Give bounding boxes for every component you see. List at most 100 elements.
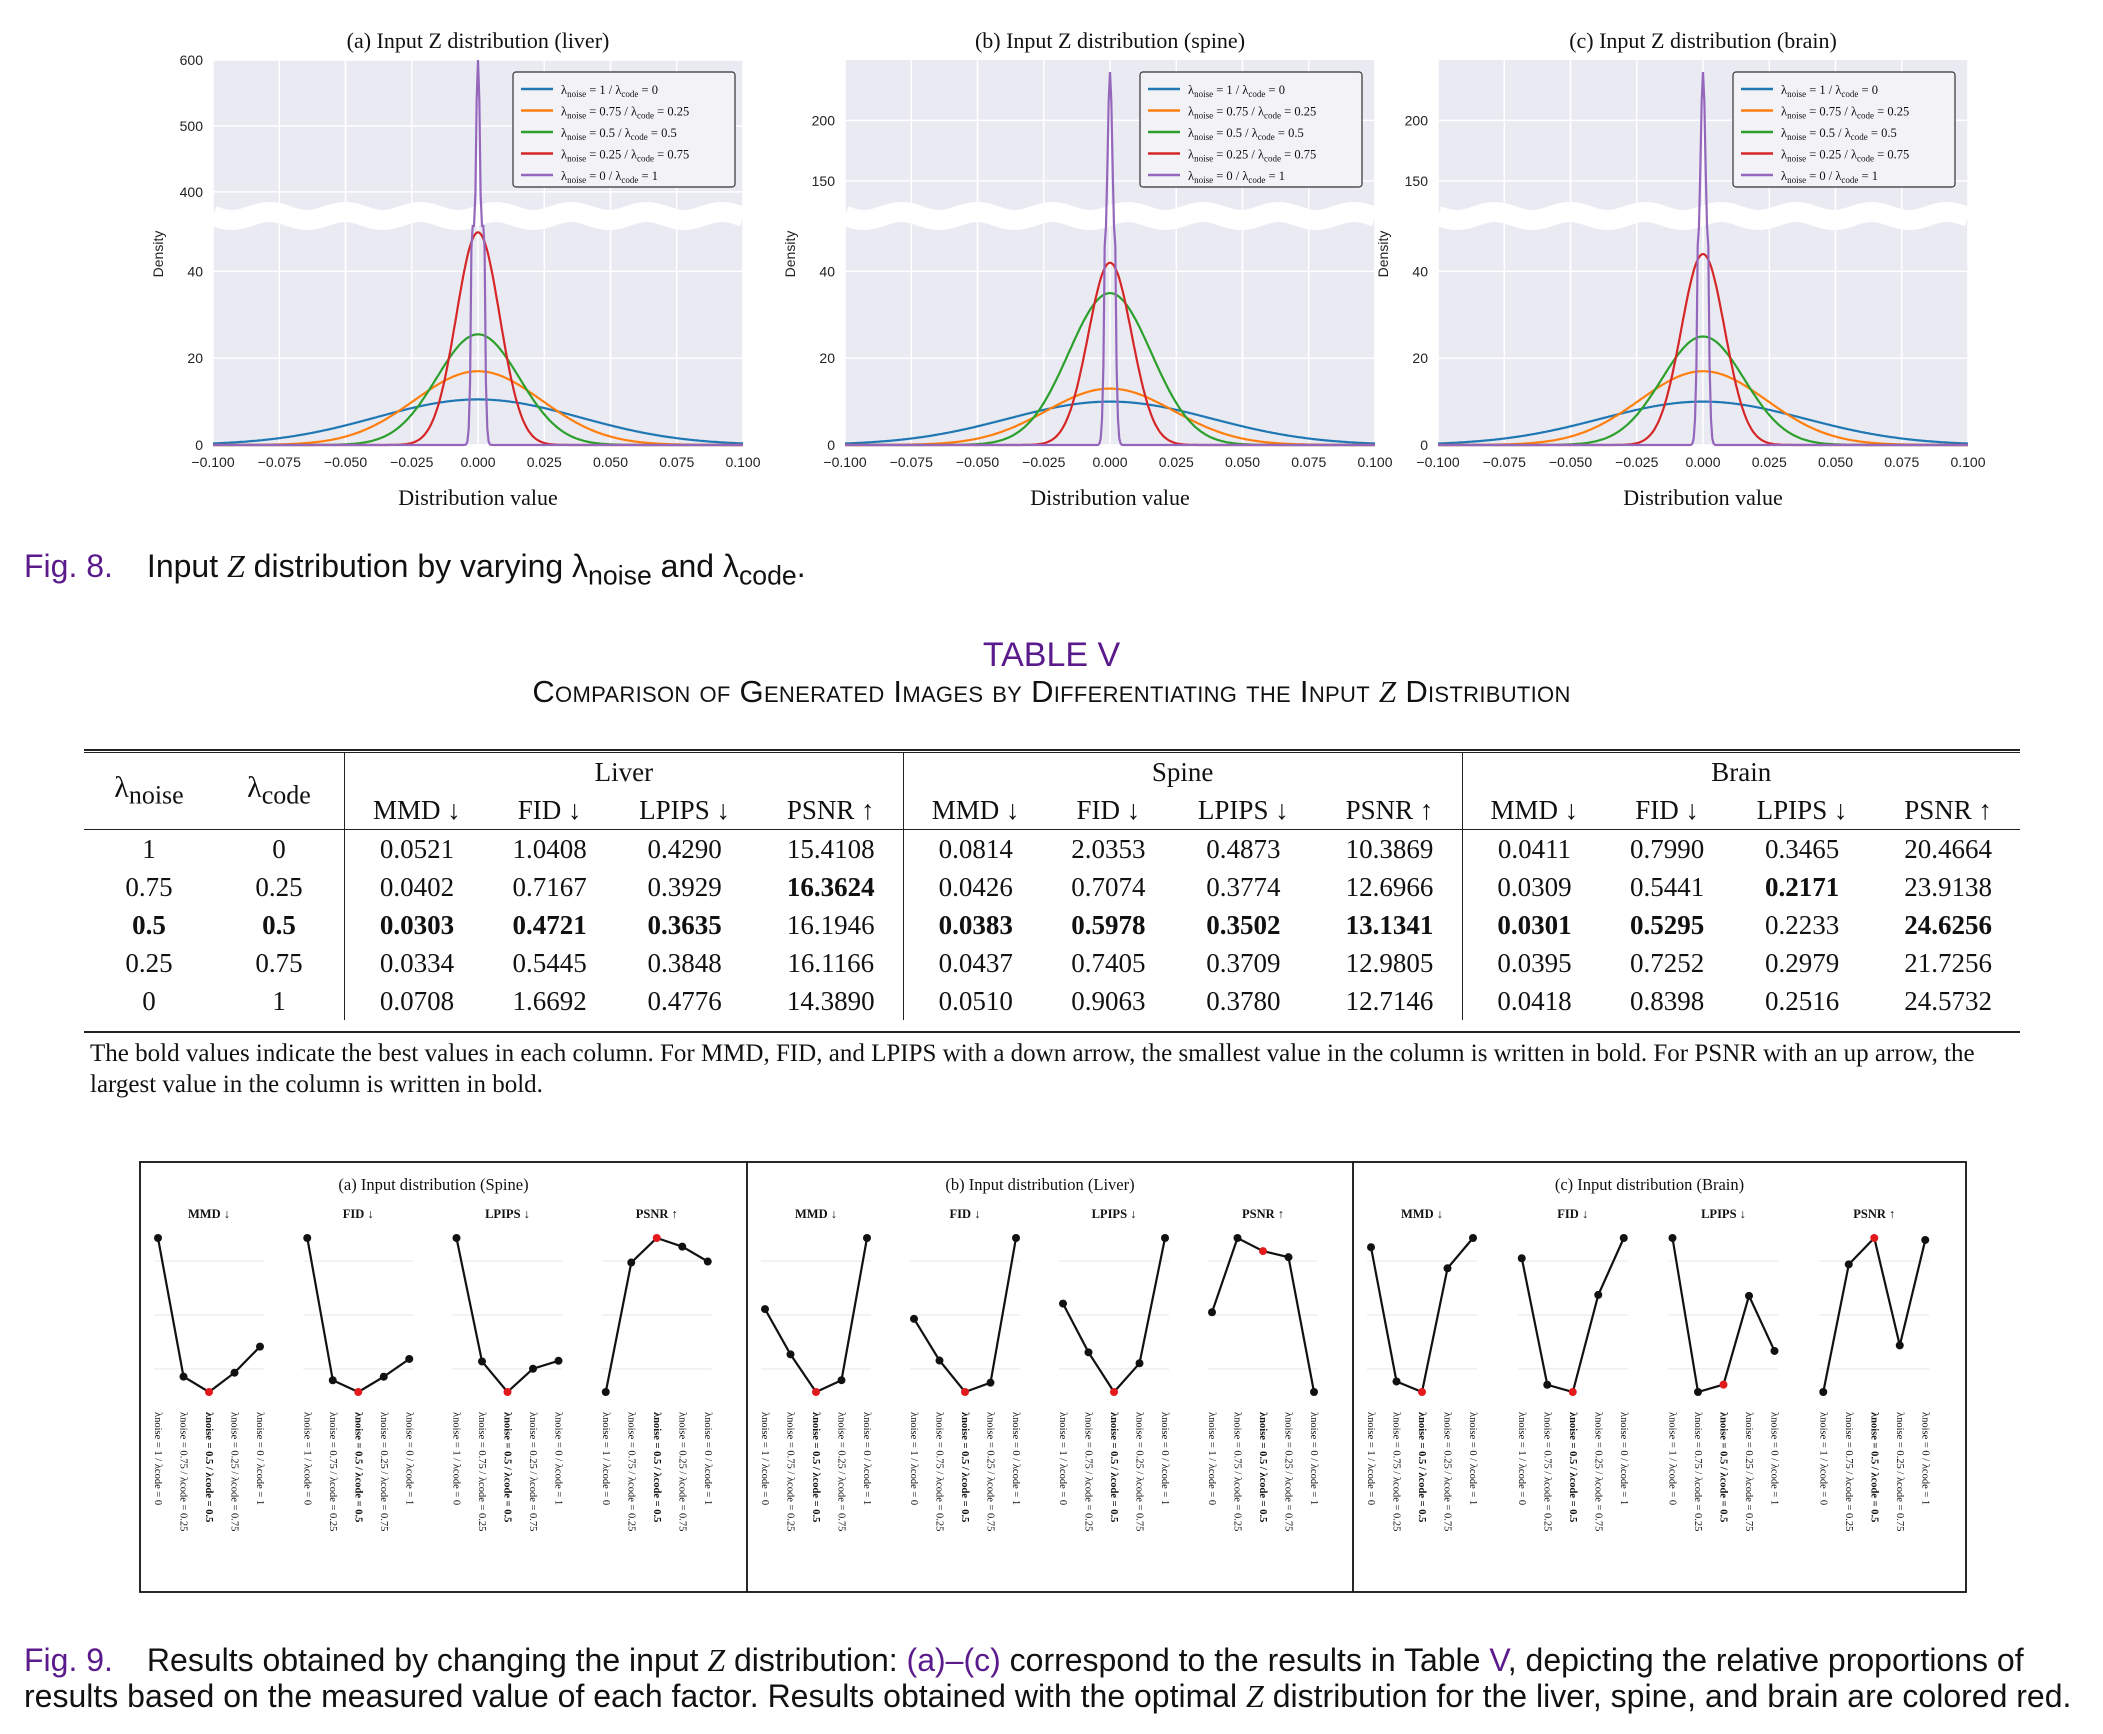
value-cell: 0.3502 — [1206, 909, 1281, 940]
best-point — [1870, 1234, 1879, 1242]
metric-subplot: FID ↓ λnoise = 1 / λcode = 0 λnoise = 0.75… — [908, 1207, 1021, 1531]
value-cell: 0.3635 — [647, 909, 722, 940]
y-axis-label: Density — [1375, 231, 1391, 278]
metric-header: FID ↓ — [1606, 791, 1728, 830]
x-tick-label: 0.025 — [1752, 454, 1787, 470]
data-point — [1668, 1234, 1677, 1242]
y-tick-label: 150 — [1405, 173, 1429, 189]
value-cell: 0.7167 — [512, 871, 587, 902]
metric-header: LPIPS ↓ — [610, 791, 759, 830]
data-point — [1745, 1291, 1753, 1300]
x-tick-label: λnoise = 1 / λcode = 0 — [1667, 1412, 1678, 1505]
metric-title: MMD ↓ — [795, 1207, 837, 1221]
density-panel-brain: 150 200 0 20 40 −0.100 −0.075 −0.050 −0.025 0.000… — [1375, 28, 1986, 510]
value-cell: 0.9063 — [1071, 985, 1146, 1016]
x-tick-label: λnoise = 1 / λcode = 0 — [759, 1412, 770, 1505]
metric-title: PSNR ↑ — [1853, 1207, 1895, 1221]
data-point — [1921, 1235, 1930, 1244]
value-cell: 23.9138 — [1904, 871, 1993, 902]
value-cell: 0.3848 — [647, 947, 722, 978]
value-cell: 0.0334 — [379, 947, 455, 978]
data-point — [230, 1368, 239, 1377]
legend-entry: λnoise = 0.5 / λcode = 0.5 — [561, 126, 677, 142]
x-tick-label: λnoise = 0.25 / λcode = 0.75 — [1283, 1412, 1294, 1531]
x-tick-label: λnoise = 1 / λcode = 0 — [1817, 1412, 1828, 1505]
table-row: 0 1 0.0708 1.6692 0.4776 14.3890 0.0510 0.9063 0… — [84, 982, 2020, 1020]
data-point — [452, 1234, 461, 1242]
x-tick-label: λnoise = 0.75 / λcode = 0.25 — [1843, 1412, 1854, 1531]
value-cell: 0.3709 — [1206, 947, 1281, 978]
x-tick-label: λnoise = 0.75 / λcode = 0.25 — [1232, 1412, 1243, 1531]
panel-title: (a) Input Z distribution (liver) — [347, 28, 610, 53]
data-point — [1594, 1290, 1603, 1299]
y-tick-label: 20 — [819, 350, 835, 366]
table-v-link[interactable]: V — [1489, 1642, 1508, 1678]
x-tick-label: λnoise = 0.75 / λcode = 0.25 — [625, 1412, 636, 1531]
y-tick-label: 40 — [819, 263, 835, 279]
x-tick-label: λnoise = 0.5 / λcode = 0.5 — [1718, 1412, 1729, 1522]
panel-title: (c) Input distribution (Brain) — [1555, 1175, 1744, 1194]
density-curve — [845, 387, 1375, 447]
best-point — [1110, 1388, 1118, 1396]
value-cell: 16.1946 — [758, 906, 904, 944]
x-tick-label: λnoise = 0.75 / λcode = 0.25 — [1391, 1412, 1402, 1531]
metric-title: LPIPS ↓ — [1092, 1207, 1137, 1221]
col-lambda-noise: λnoise — [84, 752, 214, 830]
metric-subplot: FID ↓ λnoise = 1 / λcode = 0 λnoise = 0.75… — [1516, 1207, 1629, 1531]
data-point — [1844, 1260, 1853, 1269]
value-cell: 0.0510 — [938, 985, 1013, 1016]
x-tick-label: λnoise = 1 / λcode = 0 — [600, 1412, 611, 1505]
density-curve — [1438, 400, 1968, 445]
data-point — [1059, 1299, 1067, 1308]
x-tick-label: λnoise = 1 / λcode = 0 — [1365, 1412, 1376, 1505]
table-label: TABLE V — [982, 636, 1121, 674]
value-cell: 0.2979 — [1764, 947, 1840, 978]
value-cell: 0.0521 — [379, 833, 455, 864]
value-cell: 0.4290 — [647, 833, 722, 864]
x-tick-label: −0.025 — [1022, 454, 1065, 470]
legend-entry: λnoise = 0 / λcode = 1 — [1781, 169, 1878, 185]
data-point — [1469, 1234, 1477, 1242]
data-point — [1443, 1264, 1452, 1273]
density-curve — [213, 370, 743, 447]
x-tick-label: λnoise = 0.5 / λcode = 0.5 — [810, 1412, 821, 1522]
data-point — [1392, 1377, 1401, 1386]
metric-header: MMD ↓ — [344, 791, 489, 830]
value-cell: 0.3929 — [647, 871, 722, 902]
value-cell: 0.4873 — [1206, 833, 1281, 864]
value-cell: 0.0411 — [1497, 833, 1572, 864]
value-cell: 0.0301 — [1497, 909, 1572, 940]
metric-title: LPIPS ↓ — [485, 1207, 530, 1221]
data-point — [1770, 1346, 1779, 1355]
value-cell: 0.2516 — [1764, 985, 1840, 1016]
x-tick-label: λnoise = 0 / λcode = 1 — [1308, 1412, 1319, 1505]
x-axis-label: Distribution value — [1623, 485, 1782, 510]
legend-entry: λnoise = 0.75 / λcode = 0.25 — [1781, 105, 1909, 121]
y-tick-label: 0 — [827, 437, 835, 453]
best-point — [812, 1388, 820, 1396]
x-tick-label: 0.025 — [527, 454, 562, 470]
x-tick-label: λnoise = 0.75 / λcode = 0.25 — [934, 1412, 945, 1531]
value-cell: 0.5978 — [1071, 909, 1146, 940]
figure-9-panel-link[interactable]: (a)–(c) — [906, 1642, 1001, 1678]
data-point — [1084, 1348, 1093, 1357]
legend-entry: λnoise = 0.25 / λcode = 0.75 — [561, 148, 689, 164]
figure-8-label: Fig. 8. — [24, 548, 113, 584]
value-cell: 0.0309 — [1497, 871, 1572, 902]
x-tick-label: λnoise = 1 / λcode = 0 — [301, 1412, 312, 1505]
x-tick-label: λnoise = 0 / λcode = 1 — [702, 1412, 713, 1505]
x-tick-label: λnoise = 0.5 / λcode = 0.5 — [1416, 1412, 1427, 1522]
legend: λnoise = 1 / λcode = 0 λnoise = 0.75 / λc… — [1139, 71, 1363, 188]
data-point — [1543, 1380, 1552, 1389]
value-cell: 12.9805 — [1317, 944, 1463, 982]
data-point — [478, 1357, 486, 1366]
best-point — [1418, 1388, 1426, 1396]
data-point — [179, 1372, 188, 1381]
metric-subplot: MMD ↓ λnoise = 1 / λcode = 0 λnoise = 0.75… — [152, 1207, 265, 1531]
legend-entry: λnoise = 0.25 / λcode = 0.75 — [1188, 148, 1316, 164]
metric-subplot: LPIPS ↓ λnoise = 1 / λcode = 0 λnoise = 0.… — [1057, 1207, 1170, 1531]
data-point — [786, 1350, 795, 1359]
value-cell: 0.7252 — [1629, 947, 1705, 978]
x-tick-label: λnoise = 1 / λcode = 0 — [152, 1412, 163, 1505]
data-point — [910, 1314, 918, 1323]
